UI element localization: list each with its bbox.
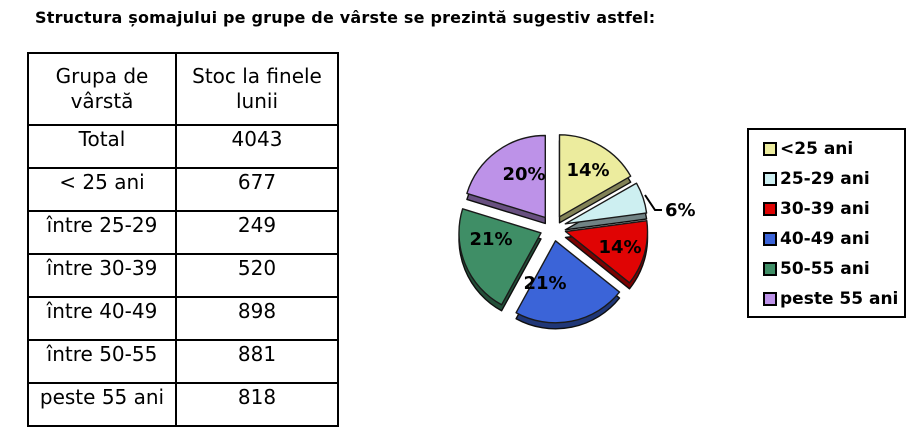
legend-label: 30-39 ani (780, 199, 870, 219)
pie-label-50-55: 21% (469, 229, 512, 250)
legend-swatch-30-39-icon (763, 202, 777, 216)
table-row-total: Total 4043 (27, 124, 339, 169)
pie-slice-25-29 (564, 182, 648, 225)
legend-item-over-55: peste 55 ani (763, 284, 904, 314)
legend-label: 40-49 ani (780, 229, 870, 249)
legend-label: 50-55 ani (780, 259, 870, 279)
table-row-50-55: între 50-55 881 (27, 339, 339, 384)
legend-swatch-under-25-icon (763, 142, 777, 156)
pie-slice-50-55 (458, 208, 542, 306)
stock-cell: 4043 (175, 124, 339, 169)
age-group-cell: < 25 ani (27, 167, 177, 212)
legend-item-50-55: 50-55 ani (763, 254, 904, 284)
stock-cell: 818 (175, 382, 339, 427)
pie-slice-over-55 (466, 134, 546, 219)
legend-swatch-over-55-icon (763, 292, 777, 306)
pie-slice-30-39 (564, 220, 649, 284)
pie-label-30-39: 14% (598, 237, 641, 258)
pie-slice-under-25 (558, 134, 632, 218)
leader-line-25-29 (644, 194, 662, 211)
age-group-cell: între 40-49 (27, 296, 177, 341)
legend-swatch-25-29-icon (763, 172, 777, 186)
age-structure-table: Grupa de vârstă Stoc la finele lunii Tot… (27, 52, 339, 427)
legend-item-40-49: 40-49 ani (763, 224, 904, 254)
stock-cell: 677 (175, 167, 339, 212)
table-row-over-55: peste 55 ani 818 (27, 382, 339, 427)
legend-item-30-39: 30-39 ani (763, 194, 904, 224)
age-group-cell: între 30-39 (27, 253, 177, 298)
legend-swatch-40-49-icon (763, 232, 777, 246)
pie-slices (458, 134, 649, 324)
table-row-25-29: între 25-29 249 (27, 210, 339, 255)
legend-item-under-25: <25 ani (763, 134, 904, 164)
page-title: Structura șomajului pe grupe de vârste s… (35, 8, 656, 27)
legend-label: <25 ani (780, 139, 854, 159)
stock-cell: 881 (175, 339, 339, 384)
pie-label-over-55: 20% (502, 164, 545, 185)
age-group-cell: peste 55 ani (27, 382, 177, 427)
age-group-cell: Total (27, 124, 177, 169)
stock-cell: 520 (175, 253, 339, 298)
table-row-30-39: între 30-39 520 (27, 253, 339, 298)
pie-label-under-25: 14% (566, 160, 609, 181)
table-header-age-group: Grupa de vârstă (27, 52, 177, 126)
legend-swatch-50-55-icon (763, 262, 777, 276)
stock-cell: 898 (175, 296, 339, 341)
pie-slice-40-49 (515, 240, 621, 324)
pie-labels: 14% 6% 14% 21% 21% 20% (469, 160, 695, 294)
table-row-40-49: între 40-49 898 (27, 296, 339, 341)
legend-label: peste 55 ani (780, 289, 899, 309)
age-group-cell: între 25-29 (27, 210, 177, 255)
stock-cell: 249 (175, 210, 339, 255)
chart-legend: <25 ani 25-29 ani 30-39 ani 40-49 ani 50… (747, 128, 906, 318)
table-header-stock: Stoc la finele lunii (175, 52, 339, 126)
pie-label-25-29: 6% (665, 200, 696, 221)
age-group-cell: între 50-55 (27, 339, 177, 384)
legend-label: 25-29 ani (780, 169, 870, 189)
table-row-under-25: < 25 ani 677 (27, 167, 339, 212)
table-header-row: Grupa de vârstă Stoc la finele lunii (27, 52, 339, 126)
legend-item-25-29: 25-29 ani (763, 164, 904, 194)
pie-label-40-49: 21% (523, 273, 566, 294)
